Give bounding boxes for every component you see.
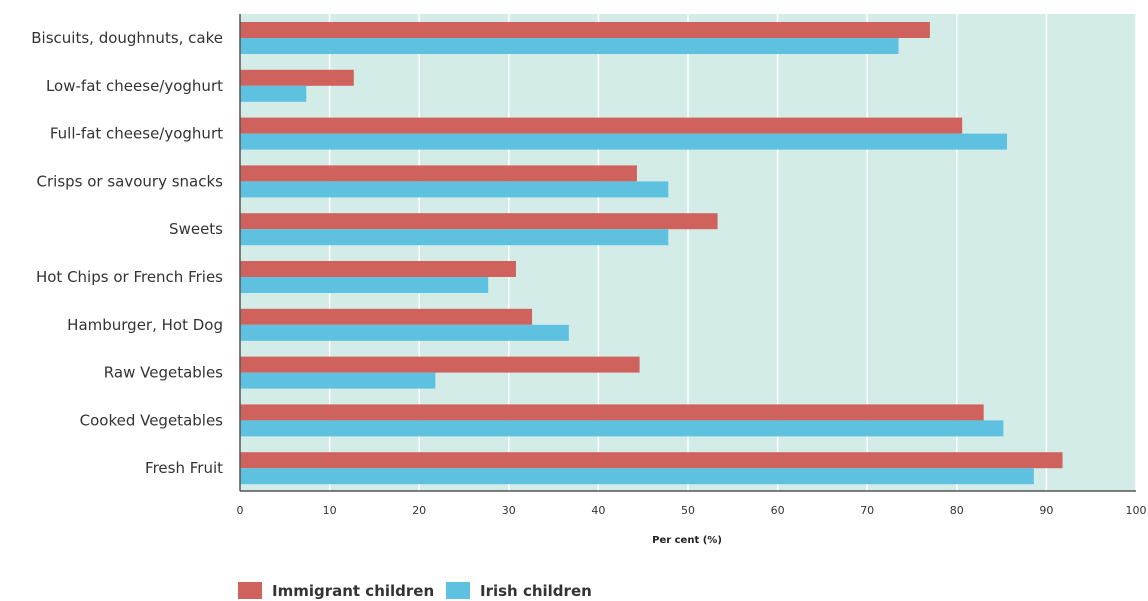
category-label-5: Hot Chips or French Fries bbox=[36, 268, 223, 286]
tick-label-0: 0 bbox=[237, 504, 244, 517]
tick-label-10: 10 bbox=[323, 504, 337, 517]
category-label-2: Full-fat cheese/yoghurt bbox=[50, 125, 223, 143]
bar-immigrant-0 bbox=[240, 22, 930, 38]
bar-immigrant-4 bbox=[240, 213, 718, 230]
bar-irish-3 bbox=[240, 181, 669, 198]
bar-irish-2 bbox=[240, 133, 1007, 150]
bars bbox=[240, 22, 1063, 485]
bar-immigrant-1 bbox=[240, 69, 354, 86]
bar-immigrant-6 bbox=[240, 308, 533, 325]
bar-irish-9 bbox=[240, 468, 1034, 485]
bar-immigrant-7 bbox=[240, 356, 640, 373]
tick-label-20: 20 bbox=[412, 504, 426, 517]
x-tick-labels: 0 10 20 30 40 50 60 70 80 90 100 bbox=[237, 504, 1147, 517]
bar-irish-0 bbox=[240, 38, 899, 54]
category-label-3: Crisps or savoury snacks bbox=[37, 172, 224, 190]
category-label-4: Sweets bbox=[169, 220, 223, 238]
tick-label-100: 100 bbox=[1126, 504, 1147, 517]
category-label-6: Hamburger, Hot Dog bbox=[67, 316, 223, 334]
tick-label-60: 60 bbox=[771, 504, 785, 517]
bar-irish-6 bbox=[240, 324, 569, 341]
legend-label-immigrant: Immigrant children bbox=[272, 582, 434, 600]
category-label-1: Low-fat cheese/yoghurt bbox=[46, 77, 223, 95]
category-label-8: Cooked Vegetables bbox=[80, 411, 224, 429]
tick-label-40: 40 bbox=[591, 504, 605, 517]
category-label-9: Fresh Fruit bbox=[145, 459, 223, 477]
legend-swatch-immigrant bbox=[238, 582, 262, 599]
bar-immigrant-3 bbox=[240, 165, 637, 182]
bar-irish-4 bbox=[240, 229, 669, 246]
bar-immigrant-8 bbox=[240, 404, 984, 421]
legend: Immigrant children Irish children bbox=[238, 582, 592, 600]
tick-label-80: 80 bbox=[950, 504, 964, 517]
category-labels: Biscuits, doughnuts, cake Low-fat cheese/… bbox=[31, 29, 223, 477]
bar-immigrant-9 bbox=[240, 452, 1063, 469]
bar-immigrant-5 bbox=[240, 261, 516, 277]
x-axis-title: Per cent (%) bbox=[652, 535, 722, 546]
bar-irish-5 bbox=[240, 277, 489, 293]
tick-label-90: 90 bbox=[1039, 504, 1053, 517]
bar-irish-8 bbox=[240, 420, 1004, 437]
bar-irish-7 bbox=[240, 372, 436, 389]
category-label-7: Raw Vegetables bbox=[104, 364, 223, 382]
tick-label-70: 70 bbox=[860, 504, 874, 517]
tick-label-30: 30 bbox=[502, 504, 516, 517]
bar-immigrant-2 bbox=[240, 117, 963, 134]
category-label-0: Biscuits, doughnuts, cake bbox=[31, 29, 223, 47]
bar-irish-1 bbox=[240, 85, 307, 102]
tick-label-50: 50 bbox=[681, 504, 695, 517]
legend-swatch-irish bbox=[446, 582, 470, 599]
legend-label-irish: Irish children bbox=[480, 582, 592, 600]
